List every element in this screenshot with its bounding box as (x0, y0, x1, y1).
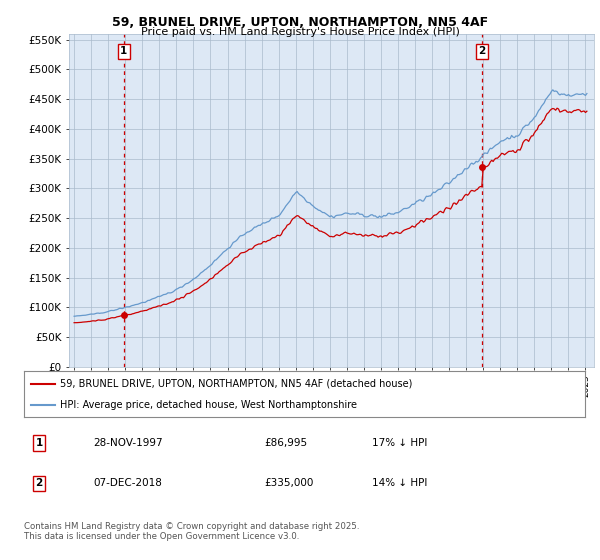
Text: £335,000: £335,000 (264, 478, 313, 488)
Text: 28-NOV-1997: 28-NOV-1997 (93, 438, 163, 448)
Text: 07-DEC-2018: 07-DEC-2018 (93, 478, 162, 488)
Text: Price paid vs. HM Land Registry's House Price Index (HPI): Price paid vs. HM Land Registry's House … (140, 27, 460, 37)
Text: Contains HM Land Registry data © Crown copyright and database right 2025.
This d: Contains HM Land Registry data © Crown c… (24, 522, 359, 542)
Text: 2: 2 (478, 46, 485, 57)
Text: 14% ↓ HPI: 14% ↓ HPI (372, 478, 427, 488)
Text: 59, BRUNEL DRIVE, UPTON, NORTHAMPTON, NN5 4AF: 59, BRUNEL DRIVE, UPTON, NORTHAMPTON, NN… (112, 16, 488, 29)
Text: 17% ↓ HPI: 17% ↓ HPI (372, 438, 427, 448)
Text: 1: 1 (120, 46, 127, 57)
Text: 2: 2 (35, 478, 43, 488)
Text: £86,995: £86,995 (264, 438, 307, 448)
Text: 59, BRUNEL DRIVE, UPTON, NORTHAMPTON, NN5 4AF (detached house): 59, BRUNEL DRIVE, UPTON, NORTHAMPTON, NN… (61, 379, 413, 389)
Text: HPI: Average price, detached house, West Northamptonshire: HPI: Average price, detached house, West… (61, 400, 358, 410)
Text: 1: 1 (35, 438, 43, 448)
